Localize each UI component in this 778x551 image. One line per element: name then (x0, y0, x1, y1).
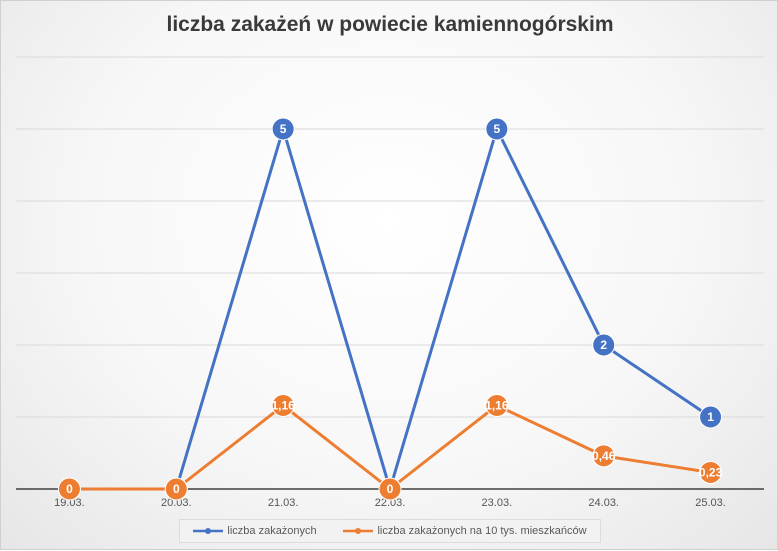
legend: liczba zakażonych liczba zakażonych na 1… (179, 519, 601, 543)
data-label-series-1: 2 (600, 338, 607, 352)
legend-item-series-1: liczba zakażonych (193, 525, 317, 537)
data-point-series-2 (164, 477, 188, 501)
data-point-series-1 (271, 117, 295, 141)
legend-marker-series-1 (205, 528, 212, 534)
series-line-1 (69, 127, 712, 491)
x-tick-label: 23.03. (482, 497, 513, 509)
data-label-series-1: 5 (494, 122, 501, 136)
data-point-series-2 (57, 477, 81, 501)
legend-label-series-2: liczba zakażonych na 10 tys. mieszkańców (377, 525, 587, 537)
x-tick-label: 20.03. (161, 497, 192, 509)
data-label-series-2: 0,23 (699, 465, 723, 479)
x-tick-label: 22.03. (375, 497, 406, 509)
legend-item-series-2: liczba zakażonych na 10 tys. mieszkańców (343, 525, 587, 537)
x-tick-label: 25.03. (695, 497, 726, 509)
data-point-series-1 (699, 405, 723, 429)
data-point-series-2 (378, 477, 402, 501)
data-label-series-2: 1,16 (485, 398, 509, 412)
data-label-series-2: 0 (173, 482, 180, 496)
data-label-series-2: 0 (66, 482, 73, 496)
chart-title: liczba zakażeń w powiecie kamiennogórski… (166, 13, 614, 36)
x-tick-label: 21.03. (268, 497, 299, 509)
data-label-series-2: 0,46 (592, 449, 616, 463)
legend-swatch-series-1 (193, 528, 224, 534)
data-label-series-1: 1 (707, 410, 714, 424)
data-label-series-2: 0 (387, 482, 394, 496)
data-point-series-2 (271, 393, 295, 417)
data-point-series-1 (485, 117, 509, 141)
x-axis: 19.03. 20.03. 21.03. 22.03. 23.03. 24.03. 25.0… (16, 488, 764, 509)
data-label-series-2: 1,16 (271, 398, 295, 412)
legend-label-series-1: liczba zakażonych (227, 525, 317, 537)
legend-swatch-series-2 (343, 528, 374, 534)
gridlines (16, 56, 764, 418)
data-point-series-2 (485, 393, 509, 417)
data-point-series-1 (592, 333, 616, 357)
data-label-series-1: 5 (280, 122, 287, 136)
series-line-2 (69, 403, 711, 491)
data-point-series-2 (699, 460, 723, 484)
x-tick-label: 19.03. (54, 497, 85, 509)
legend-marker-series-2 (355, 528, 362, 534)
x-tick-label: 24.03. (588, 497, 619, 509)
data-point-series-2 (592, 444, 616, 468)
